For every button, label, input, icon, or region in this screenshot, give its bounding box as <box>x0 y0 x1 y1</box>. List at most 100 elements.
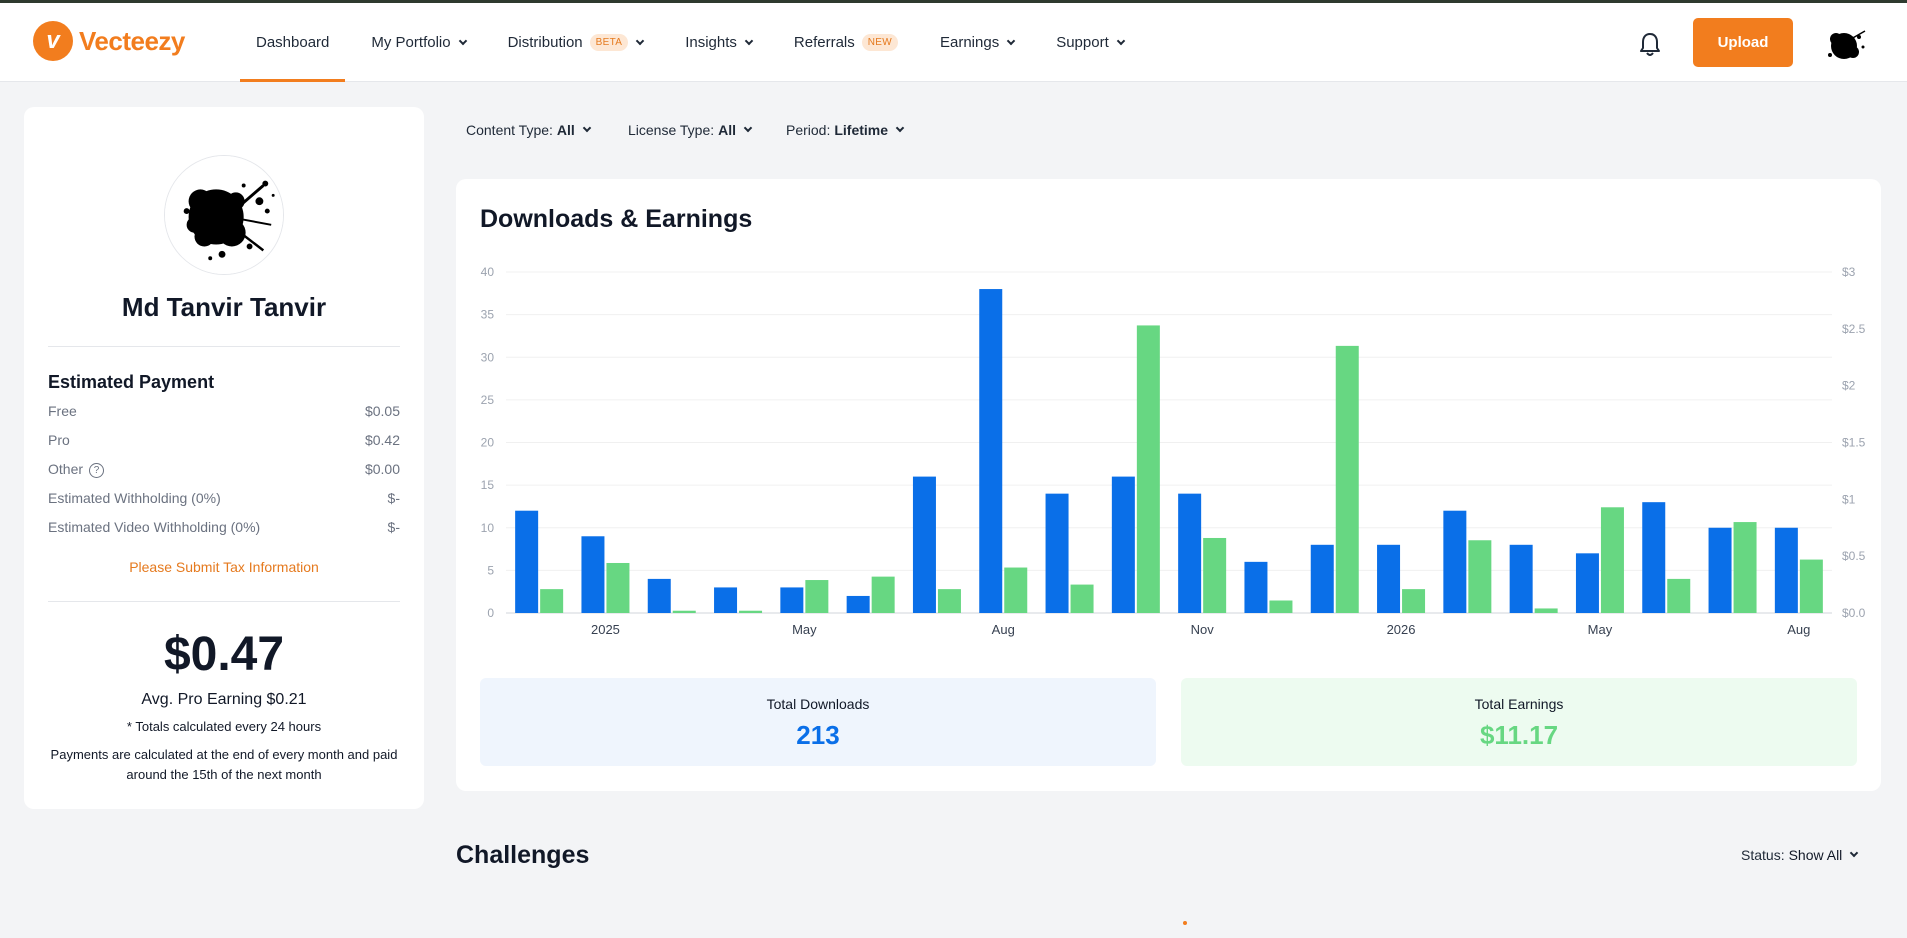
y-left-tick-label: 20 <box>481 436 495 450</box>
payment-row-label-text: Estimated Withholding (0%) <box>48 490 221 506</box>
nav-item-my-portfolio[interactable]: My Portfolio <box>355 3 481 82</box>
payment-row-value: $- <box>387 519 400 535</box>
content-type-filter[interactable]: Content Type: All <box>466 122 592 138</box>
profile-sidebar: Md Tanvir Tanvir Estimated Payment Free $… <box>24 107 424 809</box>
download-bar <box>515 510 539 613</box>
x-tick-label: Aug <box>1787 622 1810 637</box>
challenges-title: Challenges <box>456 841 590 869</box>
y-left-tick-label: 30 <box>481 350 495 364</box>
payment-row: Estimated Video Withholding (0%) $- <box>48 519 400 535</box>
upload-button[interactable]: Upload <box>1693 18 1793 67</box>
status-label: Status: <box>1741 847 1785 863</box>
chevron-down-icon <box>1006 36 1016 45</box>
payment-row-label-text: Free <box>48 403 77 419</box>
nav-item-referrals[interactable]: Referrals NEW <box>778 3 914 82</box>
download-bar <box>979 289 1003 613</box>
payment-row-label: Estimated Withholding (0%) <box>48 490 221 506</box>
total-estimated-payment: $0.47 <box>163 628 285 681</box>
payment-row: Estimated Withholding (0%) $- <box>48 490 400 506</box>
x-tick-label: 2026 <box>1387 622 1416 637</box>
nav-item-label: Support <box>1056 34 1109 51</box>
download-bar <box>1774 527 1798 613</box>
chevron-down-icon <box>1850 848 1859 858</box>
content-type-value: All <box>556 122 575 138</box>
profile-avatar <box>164 155 284 275</box>
submit-tax-info-link[interactable]: Please Submit Tax Information <box>129 559 319 575</box>
y-left-tick-label: 0 <box>487 606 494 620</box>
payment-row-value: $0.00 <box>364 461 400 477</box>
download-bar <box>1377 544 1401 613</box>
earnings-bar <box>1667 578 1691 613</box>
y-left-tick-label: 40 <box>481 265 495 279</box>
earnings-bar <box>1468 540 1492 613</box>
nav-item-label: Distribution <box>507 34 583 51</box>
nav-item-dashboard[interactable]: Dashboard <box>240 3 346 82</box>
download-bar <box>1708 527 1732 613</box>
vecteezy-logo-icon: v <box>33 21 73 61</box>
nav-item-label: My Portfolio <box>371 34 451 51</box>
download-bar <box>714 587 738 613</box>
nav-item-distribution[interactable]: Distribution BETA <box>492 3 660 82</box>
chevron-down-icon <box>635 36 645 45</box>
content-type-label: Content Type: <box>466 122 553 138</box>
notification-bell-icon[interactable] <box>1638 32 1662 58</box>
earnings-bar <box>606 562 630 613</box>
payment-row-value: $0.42 <box>364 432 400 448</box>
download-bar <box>780 587 804 613</box>
x-tick-label: Nov <box>1191 622 1215 637</box>
download-bar <box>1244 561 1268 613</box>
status-value: Show All <box>1788 847 1843 863</box>
nav-item-label: Referrals <box>793 34 855 51</box>
loading-dot <box>1183 921 1187 925</box>
download-bar <box>1575 553 1599 613</box>
payment-row: Other? $0.00 <box>48 461 400 478</box>
download-bar <box>581 536 605 613</box>
earnings-bar <box>1136 325 1160 613</box>
challenge-status-filter[interactable]: Status: Show All <box>1741 847 1859 863</box>
period-value: Lifetime <box>834 122 889 138</box>
earnings-bar <box>1269 600 1293 613</box>
y-left-tick-label: 35 <box>481 308 495 322</box>
estimated-payment-title: Estimated Payment <box>48 372 215 392</box>
download-bar <box>1111 476 1135 613</box>
download-bar <box>647 578 671 613</box>
earnings-bar <box>1600 507 1624 613</box>
nav-item-label: Insights <box>685 34 737 51</box>
license-type-filter[interactable]: License Type: All <box>628 122 753 138</box>
totals-note: * Totals calculated every 24 hours <box>126 719 322 734</box>
chevron-down-icon <box>458 36 467 45</box>
payment-row-label-text: Estimated Video Withholding (0%) <box>48 519 261 535</box>
nav-item-insights[interactable]: Insights <box>669 3 768 82</box>
nav-item-support[interactable]: Support <box>1040 3 1140 82</box>
total-downloads-value: 213 <box>796 720 840 750</box>
earnings-bar <box>739 610 763 613</box>
y-right-tick-label: $1.5 <box>1842 436 1866 450</box>
earnings-bar <box>871 576 895 613</box>
earnings-bar <box>1799 559 1823 613</box>
payment-row-value: $0.05 <box>364 403 400 419</box>
downloads-earnings-card: Downloads & Earnings 0 5 10 15 20 25 30 35 40 $0.… <box>456 179 1881 791</box>
y-left-tick-label: 5 <box>487 563 494 577</box>
download-bar <box>1045 493 1069 613</box>
download-bar <box>1642 502 1666 613</box>
user-avatar[interactable] <box>1823 25 1869 65</box>
x-tick-label: May <box>792 622 817 637</box>
payment-row-label: Estimated Video Withholding (0%) <box>48 519 260 535</box>
earnings-bar <box>540 589 564 613</box>
y-right-tick-label: $2.5 <box>1842 322 1866 336</box>
chart-title: Downloads & Earnings <box>480 205 753 233</box>
brand-logo[interactable]: v Vecteezy <box>33 21 185 61</box>
payment-row: Free $0.05 <box>48 403 400 419</box>
period-label: Period: <box>786 122 831 138</box>
nav-item-label: Dashboard <box>256 34 330 51</box>
nav-item-label: Earnings <box>940 34 1000 51</box>
earnings-bar <box>1004 567 1028 613</box>
downloads-earnings-chart: 0510152025303540$0.0$0.5$1$1.5$2$2.5$320… <box>481 265 1866 637</box>
y-right-tick-label: $0.0 <box>1842 606 1866 620</box>
divider <box>48 346 400 347</box>
help-icon[interactable]: ? <box>89 462 105 478</box>
earnings-bar <box>1335 345 1359 613</box>
nav-item-earnings[interactable]: Earnings <box>924 3 1030 82</box>
main-menu: Dashboard My Portfolio Distribution BETA Ins… <box>240 3 1150 82</box>
period-filter[interactable]: Period: Lifetime <box>786 122 905 138</box>
